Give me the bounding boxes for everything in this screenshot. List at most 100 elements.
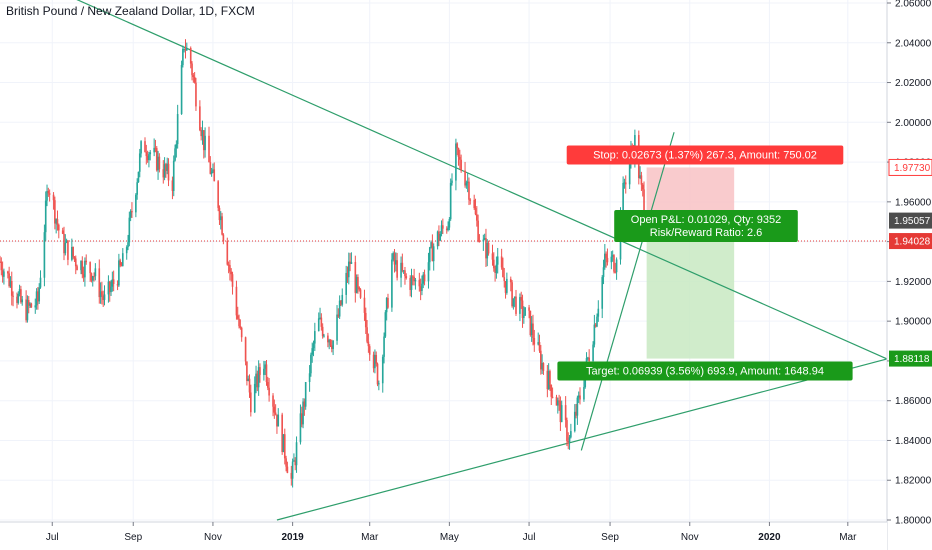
candle-up [593,314,596,348]
candle-down [74,255,77,275]
candle-up [263,360,265,381]
candle-up [570,423,572,439]
candle-body [89,262,91,274]
candle-up [26,295,29,323]
candle-body [226,240,229,265]
candle-body [532,323,534,338]
candle-body [193,76,196,83]
price-axis: 2.060002.040002.020002.000001.980001.960… [886,0,932,550]
candle-down [37,287,39,310]
candle-down [614,262,617,274]
candle-body [519,297,521,314]
candle-up [355,274,358,294]
candle-down [533,329,536,352]
candle-body [163,164,166,178]
candle-body [359,289,362,298]
candle-body [37,291,39,302]
candle-body [102,295,105,300]
candle-body [401,262,404,271]
candle-body [108,281,111,293]
candle-up [336,305,338,345]
candle-body [247,378,250,381]
price-badge-box [889,350,932,367]
candle-down [354,255,357,303]
candle-body [149,152,152,155]
candle-body [639,175,641,179]
price-badge-text: 1.94028 [894,237,931,248]
candle-body [623,182,626,184]
candle-body [295,442,298,466]
candle-down [358,286,361,292]
candle-body [577,395,580,398]
candle-body [310,354,312,374]
price-tick-label: 1.90000 [895,317,932,328]
candle-down [1,261,4,283]
candle-body [506,278,508,293]
candle-up [210,167,213,177]
candle-body [189,47,192,64]
candle-down [116,280,119,291]
candle-down [330,339,333,353]
candle-body [540,350,542,370]
candle-down [372,351,375,373]
candle-down [230,268,233,282]
candle-up [17,291,20,305]
candle-body [354,262,357,293]
candle-up [257,360,260,396]
candle-up [317,312,320,332]
candle-body [272,395,274,407]
pnl-label-text: Open P&L: 0.01029, Qty: 9352 [631,214,781,226]
candle-body [82,274,85,278]
candle-down [85,254,88,265]
candle-body [302,401,304,425]
candle-body [299,413,302,443]
candle-down [538,334,541,353]
candle-down [67,240,69,266]
candle-up [55,218,57,234]
candle-up [596,313,598,328]
candle-body [256,373,259,388]
candle-body [628,162,631,185]
candle-up [304,381,307,410]
candle-down [193,72,196,84]
candle-up [350,252,353,265]
candle-body [76,266,78,271]
candle-up [180,60,183,115]
candle-body [276,414,278,427]
candle-body [494,268,496,273]
candle-body [246,361,248,381]
candle-down [566,417,568,447]
candle-body [409,278,412,290]
candle-body [421,283,423,291]
candle-down [529,310,532,337]
candle-body [357,277,359,288]
candle-body [0,261,1,263]
candle-down [528,304,530,319]
candle-body [204,135,206,151]
candle-body [285,458,287,467]
candle-body [3,271,5,277]
candle-body [602,267,605,278]
candle-down [460,154,462,173]
candle-up [537,332,540,346]
candle-body [547,371,550,390]
candle-down [359,288,362,299]
candle-up [94,263,97,281]
candle-up [381,354,384,393]
candle-body [249,392,252,413]
candle-down [89,261,91,282]
candle-up [9,276,12,288]
candle-body [101,291,103,296]
candle-body [428,247,431,263]
candle-body [328,339,331,343]
candle-body [385,297,388,313]
candle-body [486,242,489,259]
candle-down [478,234,481,243]
candle-up [176,104,179,149]
candle-up [153,138,155,157]
candle-down [48,189,51,202]
candle-up [486,239,489,267]
candle-up [84,257,86,287]
candle-up [628,161,631,190]
